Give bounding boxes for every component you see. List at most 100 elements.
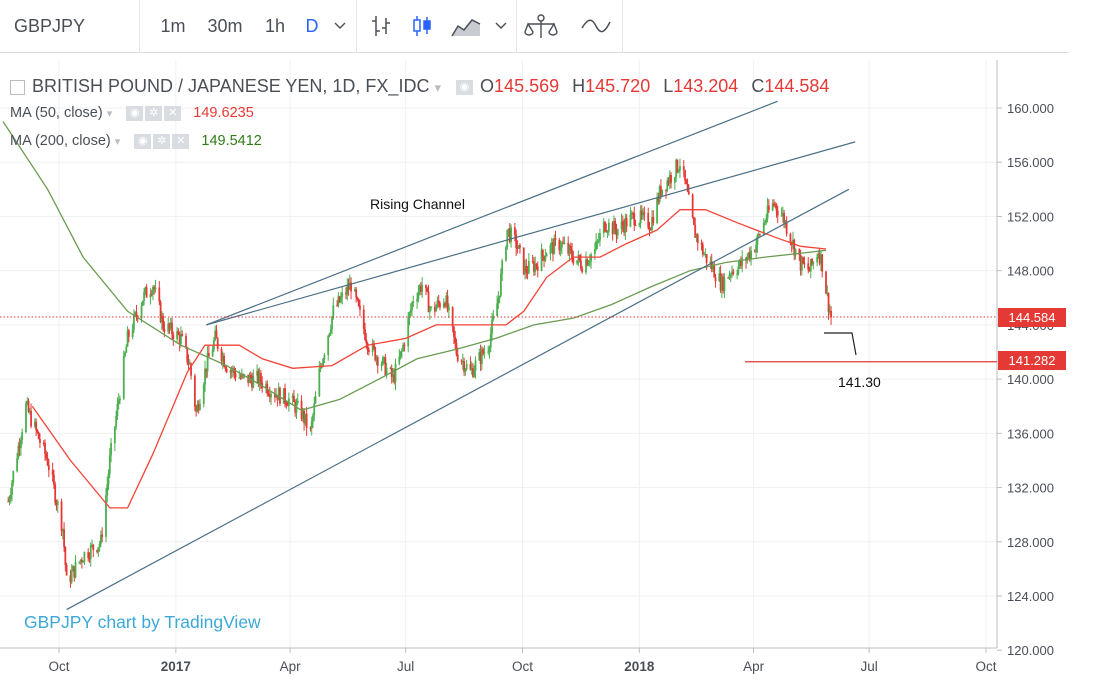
channel-label: Rising Channel: [370, 196, 465, 212]
candle-up: [70, 571, 73, 583]
ma200-label[interactable]: MA (200, close): [10, 133, 111, 149]
x-tick-label: Jul: [861, 659, 878, 674]
candle-down: [178, 334, 181, 344]
area-chart-icon[interactable]: [450, 14, 482, 38]
candle-down: [685, 180, 688, 184]
candle-down: [44, 442, 46, 455]
candle-up: [20, 440, 22, 449]
candlestick-icon[interactable]: [410, 14, 434, 38]
candle-up: [794, 248, 797, 256]
candle-up: [629, 214, 632, 227]
candle-up: [507, 228, 510, 230]
settings-icon[interactable]: ✲: [145, 105, 163, 121]
chevron-down-icon[interactable]: ▾: [106, 108, 113, 120]
close-icon[interactable]: ✕: [164, 105, 182, 121]
chevron-down-icon[interactable]: [494, 20, 508, 32]
candle-down: [439, 303, 441, 308]
candle-down: [508, 228, 511, 242]
settings-icon[interactable]: ✲: [153, 133, 171, 149]
candle-down: [35, 421, 38, 430]
candle-down: [92, 544, 95, 551]
candle-down: [69, 575, 72, 583]
eye-icon[interactable]: ◉: [456, 79, 474, 95]
candle-up: [599, 233, 601, 241]
y-tick-label: 136.000: [1007, 426, 1054, 441]
indicators-icon[interactable]: [580, 14, 612, 38]
candle-up: [318, 368, 321, 397]
interval-30m[interactable]: 30m: [207, 16, 243, 36]
candle-up: [83, 552, 86, 562]
candle-up: [398, 356, 401, 364]
candle-down: [273, 393, 276, 398]
candle-up: [616, 229, 619, 236]
candle-down: [660, 186, 662, 196]
compare-icon[interactable]: [524, 12, 558, 40]
candle-down: [759, 234, 761, 236]
candle-down: [260, 372, 262, 383]
candle-up: [638, 223, 641, 226]
candle-down: [665, 189, 667, 191]
low-value: 143.204: [673, 76, 739, 96]
candle-up: [229, 370, 232, 373]
candle-down: [285, 402, 288, 405]
candle-up: [199, 403, 201, 410]
bar-chart-icon[interactable]: [370, 14, 392, 38]
eye-icon[interactable]: ◉: [126, 105, 144, 121]
candle-down: [87, 552, 90, 559]
candle-up: [383, 357, 385, 359]
interval-1h[interactable]: 1h: [264, 16, 286, 36]
candle-up: [277, 388, 280, 401]
y-tick-label: 128.000: [1007, 535, 1054, 550]
candle-up: [328, 333, 331, 336]
candle-up: [124, 352, 126, 356]
candle-down: [578, 255, 581, 261]
chevron-down-icon[interactable]: ▾: [114, 136, 121, 148]
candle-up: [620, 221, 623, 230]
candle-down: [789, 233, 792, 243]
candle-down: [783, 212, 785, 224]
candle-down: [472, 368, 474, 377]
candle-down: [171, 322, 173, 335]
candle-up: [703, 254, 705, 256]
candle-up: [214, 330, 217, 341]
candle-down: [444, 303, 446, 307]
candle-up: [141, 300, 144, 306]
candle-down: [633, 213, 636, 225]
candle-up: [498, 295, 501, 299]
candle-up: [812, 262, 815, 265]
candle-up: [436, 300, 439, 307]
chevron-down-icon[interactable]: [333, 20, 347, 32]
candle-down: [647, 212, 650, 228]
candle-down: [586, 259, 589, 266]
candle-up: [322, 359, 325, 367]
candle-up: [470, 368, 473, 370]
candle-down: [30, 410, 32, 427]
candle-down: [338, 296, 341, 302]
candle-up: [327, 335, 330, 356]
interval-1m[interactable]: 1m: [160, 16, 186, 36]
interval-d[interactable]: D: [305, 16, 319, 36]
chevron-down-icon[interactable]: ▾: [434, 80, 441, 95]
series-title[interactable]: BRITISH POUND / JAPANESE YEN, 1D, FX_IDC: [32, 76, 430, 96]
ma50-legend: MA (50, close) ▾ ◉ ✲ ✕ 149.6235: [10, 105, 254, 121]
watermark[interactable]: GBPJPY chart by TradingView: [24, 612, 261, 632]
candle-up: [256, 370, 258, 376]
candle-up: [399, 351, 402, 357]
price-chart[interactable]: Rising Channel 141.30 160.000 156.000 152.…: [0, 60, 1069, 684]
candle-down: [150, 294, 153, 296]
candle-down: [753, 250, 756, 252]
candle-up: [107, 473, 110, 485]
collapse-legend-icon[interactable]: [10, 79, 25, 95]
candle-down: [193, 375, 196, 407]
symbol-label[interactable]: GBPJPY: [0, 0, 140, 52]
eye-icon[interactable]: ◉: [134, 133, 152, 149]
close-icon[interactable]: ✕: [172, 133, 190, 149]
candle-down: [572, 258, 575, 264]
candle-up: [196, 404, 199, 412]
candle-up: [642, 212, 645, 216]
candle-down: [37, 432, 40, 439]
candle-down: [80, 559, 83, 563]
ma50-label[interactable]: MA (50, close): [10, 105, 103, 121]
candle-up: [106, 484, 109, 496]
candle-up: [517, 245, 520, 249]
